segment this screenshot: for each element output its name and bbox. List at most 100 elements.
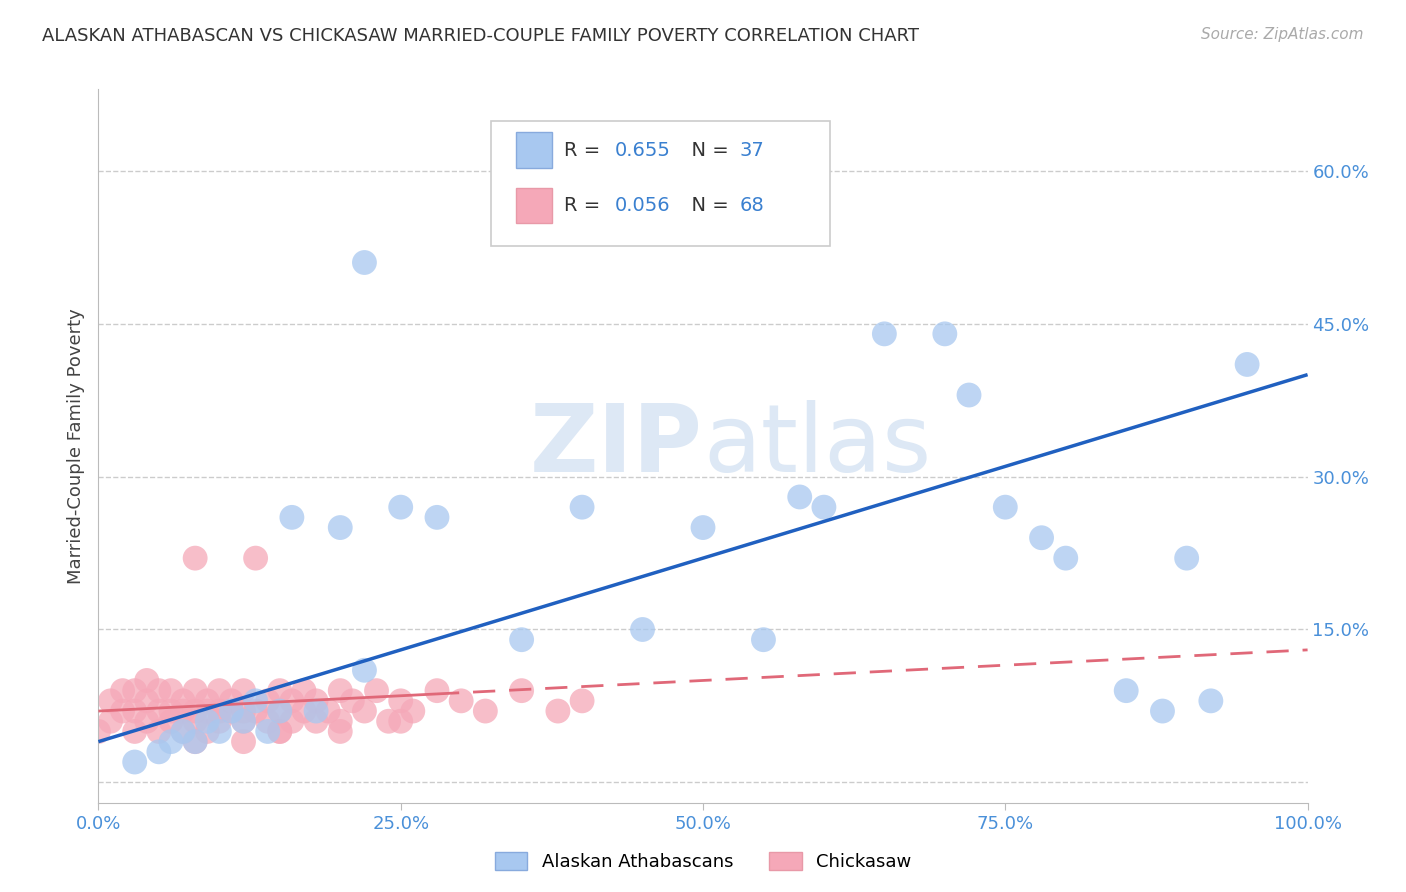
Text: Source: ZipAtlas.com: Source: ZipAtlas.com xyxy=(1201,27,1364,42)
Point xyxy=(172,704,194,718)
Point xyxy=(631,623,654,637)
Point xyxy=(474,704,496,718)
Point xyxy=(571,694,593,708)
Point xyxy=(366,683,388,698)
Point xyxy=(195,714,218,729)
Point xyxy=(389,714,412,729)
Point xyxy=(1236,358,1258,372)
Point xyxy=(160,714,183,729)
Bar xyxy=(516,187,551,223)
Point xyxy=(184,714,207,729)
Point xyxy=(752,632,775,647)
Point xyxy=(692,520,714,534)
Point xyxy=(124,683,146,698)
Point xyxy=(402,704,425,718)
Point xyxy=(208,714,231,729)
Text: ALASKAN ATHABASCAN VS CHICKASAW MARRIED-COUPLE FAMILY POVERTY CORRELATION CHART: ALASKAN ATHABASCAN VS CHICKASAW MARRIED-… xyxy=(42,27,920,45)
Point xyxy=(256,714,278,729)
Point xyxy=(571,500,593,515)
Point xyxy=(329,714,352,729)
Point xyxy=(160,683,183,698)
Point xyxy=(377,714,399,729)
Point xyxy=(221,704,243,718)
Point xyxy=(148,704,170,718)
Point xyxy=(292,683,315,698)
Point xyxy=(256,694,278,708)
Text: 0.056: 0.056 xyxy=(614,196,671,215)
Text: 37: 37 xyxy=(740,141,763,160)
Point xyxy=(269,724,291,739)
Point xyxy=(195,704,218,718)
Point xyxy=(232,683,254,698)
Point xyxy=(994,500,1017,515)
Point xyxy=(426,510,449,524)
Point xyxy=(195,694,218,708)
Point xyxy=(100,714,122,729)
Point xyxy=(547,704,569,718)
Point xyxy=(281,694,304,708)
Point xyxy=(124,704,146,718)
Point xyxy=(342,694,364,708)
Point xyxy=(389,694,412,708)
Point xyxy=(305,714,328,729)
Point xyxy=(135,714,157,729)
Point xyxy=(305,694,328,708)
Point xyxy=(305,704,328,718)
Point xyxy=(1031,531,1053,545)
Point xyxy=(316,704,339,718)
Point xyxy=(1175,551,1198,566)
Point xyxy=(957,388,980,402)
Point xyxy=(111,683,134,698)
Point xyxy=(1152,704,1174,718)
Point xyxy=(292,704,315,718)
Point xyxy=(510,683,533,698)
Point xyxy=(329,724,352,739)
Point xyxy=(232,734,254,748)
Point xyxy=(124,724,146,739)
Point xyxy=(160,734,183,748)
Point xyxy=(184,704,207,718)
Point xyxy=(195,724,218,739)
Legend: Alaskan Athabascans, Chickasaw: Alaskan Athabascans, Chickasaw xyxy=(488,845,918,879)
Point xyxy=(111,704,134,718)
Point xyxy=(353,704,375,718)
Point xyxy=(813,500,835,515)
Point xyxy=(160,704,183,718)
Y-axis label: Married-Couple Family Poverty: Married-Couple Family Poverty xyxy=(66,308,84,584)
Point xyxy=(124,755,146,769)
Point xyxy=(329,520,352,534)
Point xyxy=(389,500,412,515)
Point xyxy=(269,704,291,718)
Point xyxy=(873,326,896,341)
Point xyxy=(221,694,243,708)
Point xyxy=(184,551,207,566)
Point xyxy=(135,673,157,688)
Point xyxy=(135,694,157,708)
Text: R =: R = xyxy=(564,141,606,160)
FancyBboxPatch shape xyxy=(492,121,830,246)
Point xyxy=(450,694,472,708)
Point xyxy=(232,714,254,729)
Point xyxy=(510,632,533,647)
Point xyxy=(256,724,278,739)
Point xyxy=(172,724,194,739)
Point xyxy=(281,510,304,524)
Point xyxy=(269,724,291,739)
Point xyxy=(245,704,267,718)
Point xyxy=(172,724,194,739)
Point xyxy=(789,490,811,504)
Text: atlas: atlas xyxy=(703,400,931,492)
Point xyxy=(1054,551,1077,566)
Point xyxy=(281,714,304,729)
Point xyxy=(148,724,170,739)
Point xyxy=(269,704,291,718)
Point xyxy=(232,714,254,729)
Point xyxy=(184,734,207,748)
Point xyxy=(1115,683,1137,698)
Point xyxy=(148,745,170,759)
Bar xyxy=(516,132,551,168)
Point xyxy=(353,663,375,677)
Point xyxy=(934,326,956,341)
Point xyxy=(172,694,194,708)
Text: R =: R = xyxy=(564,196,606,215)
